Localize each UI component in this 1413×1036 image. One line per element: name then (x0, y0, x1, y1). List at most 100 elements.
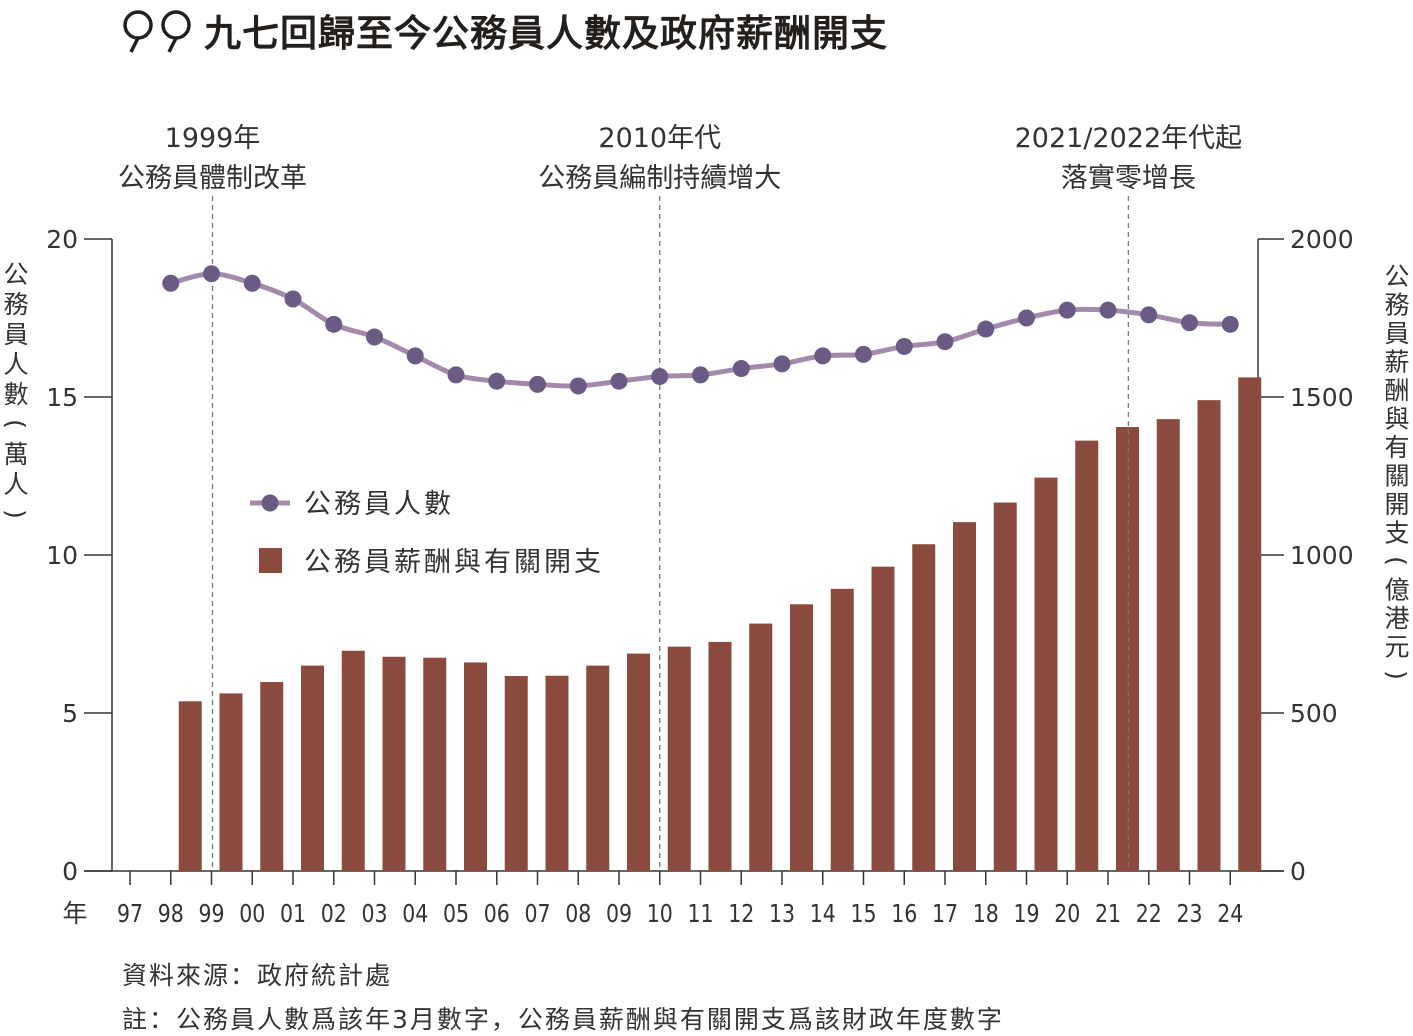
y-left-tick-label: 0 (62, 857, 78, 886)
y-right-tick-label: 500 (1290, 699, 1338, 728)
x-axis-title: 年 (62, 899, 87, 928)
x-tick-label: 10 (647, 900, 673, 928)
y-right-tick-label: 1500 (1290, 383, 1354, 412)
line-point (855, 345, 872, 363)
x-tick-label: 21 (1095, 900, 1121, 928)
y-left-title-char: 務 (3, 290, 28, 319)
bar (341, 650, 365, 871)
line-point (1181, 314, 1198, 332)
y-left-title-char: 數 (3, 380, 28, 409)
x-tick-label: 06 (484, 900, 510, 928)
bar (1238, 377, 1262, 871)
bar (830, 588, 854, 871)
bar (1075, 440, 1099, 871)
x-tick-label: 22 (1136, 900, 1162, 928)
line-point (447, 366, 465, 384)
line-point (1221, 315, 1239, 333)
bar (1197, 400, 1221, 871)
y-left-title-char: 萬 (3, 440, 28, 469)
x-tick-label: 14 (810, 900, 836, 928)
publication-logo (123, 10, 191, 53)
line-point (529, 375, 546, 393)
line-point (895, 337, 913, 355)
chart-title: 九七回歸至今公務員人數及政府薪酬開支 (204, 11, 888, 55)
bar (464, 662, 487, 871)
y-right-title-char: 支 (1384, 519, 1409, 548)
line-point (203, 265, 220, 283)
bar (708, 641, 732, 871)
footnote: 註：公務員人數爲該年3月數字，公務員薪酬與有關開支爲該財政年度數字 (122, 1005, 1004, 1034)
y-right-title-char: 元 (1384, 633, 1409, 662)
line-point (732, 360, 750, 378)
bar (178, 701, 202, 871)
y-right-tick-label: 2000 (1290, 225, 1354, 254)
x-tick-label: 20 (1054, 900, 1080, 928)
annotation-label: 2010年代 (598, 123, 721, 154)
x-tick-label: 11 (687, 900, 713, 928)
y-right-title-char: ) (1382, 670, 1411, 680)
y-right-title-char: 港 (1384, 604, 1409, 633)
y-right-title: 公務員薪酬與有關開支 (億港元) (1382, 262, 1411, 680)
x-tick-label: 97 (117, 900, 143, 928)
x-tick-label: 01 (280, 900, 306, 928)
bar (301, 665, 324, 871)
x-tick-label: 99 (198, 900, 224, 928)
bar (1034, 477, 1058, 871)
title-row: 九七回歸至今公務員人數及政府薪酬開支 (118, 6, 888, 55)
annotation-label: 公務員體制改革 (118, 163, 307, 194)
bar (219, 693, 243, 871)
bar (871, 566, 895, 871)
line-point (162, 274, 180, 292)
line-point (651, 367, 669, 385)
y-right-title-char: 開 (1384, 490, 1409, 519)
x-tick-label: 24 (1217, 900, 1243, 928)
y-left-tick-label: 15 (46, 383, 78, 412)
x-tick-label: 16 (891, 900, 917, 928)
x-tick-label: 98 (158, 900, 184, 928)
y-right-title-char: 酬 (1384, 376, 1409, 405)
bar (627, 653, 650, 871)
y-left-tick-label: 20 (46, 225, 78, 254)
line-point (243, 274, 261, 292)
y-left-title-char: 人 (3, 470, 28, 499)
bar (1116, 427, 1139, 871)
line-point (284, 290, 302, 308)
x-tick-label: 05 (443, 900, 469, 928)
legend-label-line: 公務員人數 (304, 489, 454, 520)
y-right-title-char: 與 (1384, 405, 1409, 434)
annotation-label: 1999年 (165, 123, 261, 154)
line-point (977, 320, 995, 338)
bar (1156, 419, 1180, 871)
y-right-title-char: 有 (1384, 433, 1409, 462)
x-tick-label: 00 (239, 900, 265, 928)
y-left-title: 公務員人數(萬人) (1, 260, 30, 519)
line-point (1018, 309, 1035, 327)
y-right-title-char: 億 (1384, 576, 1409, 605)
bar (790, 604, 813, 871)
line-point (692, 366, 709, 384)
y-right-title-char: 務 (1384, 291, 1409, 320)
y-right-title-char: 公 (1384, 262, 1409, 291)
x-tick-label: 02 (321, 900, 347, 928)
y-left-title-char: ) (1, 509, 30, 519)
bar (423, 657, 447, 871)
line-point (773, 355, 791, 373)
y-right-tick-label: 0 (1290, 857, 1306, 886)
x-tick-label: 12 (728, 900, 754, 928)
y-right-title-char: 員 (1384, 319, 1409, 348)
y-left-title-char: 人 (3, 350, 28, 379)
y-right-tick-label: 1000 (1290, 541, 1354, 570)
annotation-label: 落實零增長 (1061, 163, 1196, 194)
bar (382, 656, 406, 871)
y-right-title-char: ( (1382, 556, 1411, 566)
x-tick-label: 08 (565, 900, 591, 928)
source-note: 資料來源：政府統計處 (122, 961, 393, 990)
x-tick-label: 17 (932, 900, 958, 928)
bar (260, 682, 284, 871)
line-point (366, 328, 383, 346)
line-point (569, 377, 587, 395)
bar (912, 544, 936, 871)
line-point (1140, 306, 1158, 324)
